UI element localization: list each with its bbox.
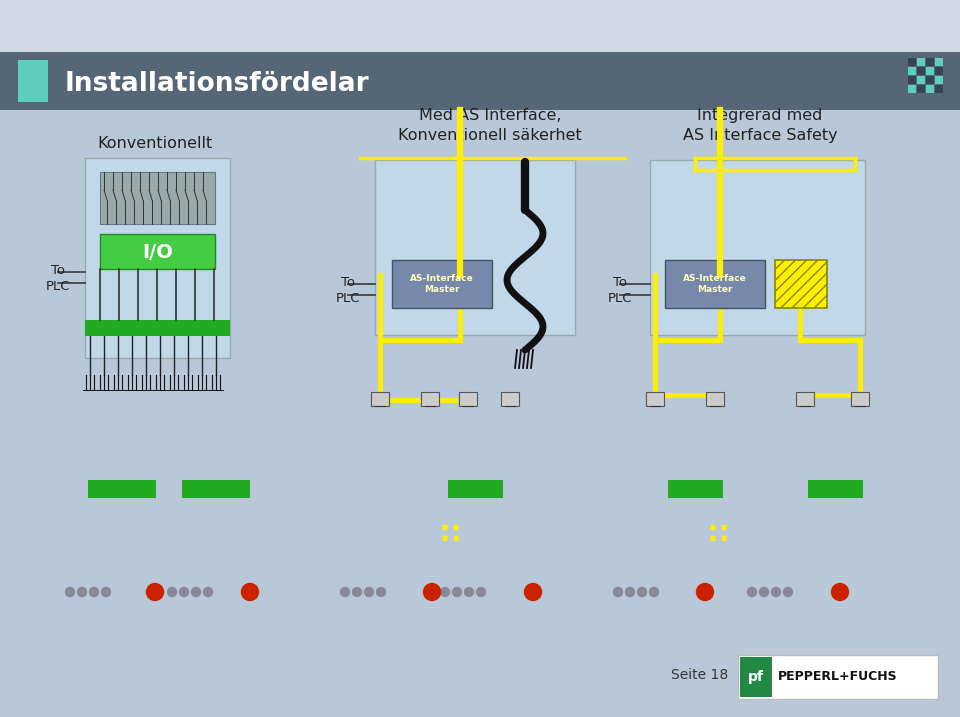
Text: I/O: I/O bbox=[143, 242, 174, 262]
Circle shape bbox=[147, 584, 163, 601]
Circle shape bbox=[191, 587, 201, 597]
Text: PEPPERL+FUCHS: PEPPERL+FUCHS bbox=[779, 670, 898, 683]
Circle shape bbox=[102, 587, 110, 597]
Text: ∷: ∷ bbox=[708, 521, 728, 549]
Circle shape bbox=[476, 587, 486, 597]
Bar bbox=[851, 392, 869, 406]
Bar bbox=[88, 480, 156, 498]
Text: To
PLC: To PLC bbox=[608, 275, 633, 305]
Circle shape bbox=[180, 587, 188, 597]
Bar bbox=[775, 260, 827, 308]
Bar bbox=[926, 85, 934, 93]
Circle shape bbox=[242, 584, 258, 601]
Circle shape bbox=[465, 587, 473, 597]
Circle shape bbox=[452, 587, 462, 597]
Bar bbox=[738, 655, 938, 699]
Bar bbox=[375, 160, 575, 335]
Text: Seite 18: Seite 18 bbox=[671, 668, 729, 682]
Circle shape bbox=[831, 584, 849, 601]
Bar bbox=[0, 52, 960, 110]
Circle shape bbox=[441, 587, 449, 597]
Bar bbox=[935, 67, 943, 75]
Text: Installationsfördelar: Installationsfördelar bbox=[65, 71, 370, 97]
Bar bbox=[85, 320, 230, 336]
Text: Med AS Interface,
Konventionell säkerhet: Med AS Interface, Konventionell säkerhet bbox=[398, 108, 582, 143]
Bar bbox=[926, 67, 934, 75]
Bar bbox=[935, 76, 943, 84]
Bar bbox=[459, 392, 477, 406]
Circle shape bbox=[341, 587, 349, 597]
Text: ∷: ∷ bbox=[441, 521, 460, 549]
Bar bbox=[665, 260, 765, 308]
Circle shape bbox=[759, 587, 769, 597]
Circle shape bbox=[376, 587, 386, 597]
Circle shape bbox=[697, 584, 713, 601]
Text: AS-Interface
Master: AS-Interface Master bbox=[684, 274, 747, 294]
Bar bbox=[668, 480, 723, 498]
Bar bbox=[808, 480, 863, 498]
Bar bbox=[371, 392, 389, 406]
Circle shape bbox=[772, 587, 780, 597]
Bar bbox=[917, 58, 925, 66]
Bar bbox=[650, 160, 865, 335]
Circle shape bbox=[423, 584, 441, 601]
Circle shape bbox=[626, 587, 635, 597]
Circle shape bbox=[204, 587, 212, 597]
Bar bbox=[935, 85, 943, 93]
Bar bbox=[908, 85, 916, 93]
Circle shape bbox=[783, 587, 793, 597]
Bar bbox=[908, 76, 916, 84]
Bar bbox=[448, 480, 503, 498]
Text: To
PLC: To PLC bbox=[46, 264, 70, 293]
Text: pf: pf bbox=[748, 670, 764, 684]
Bar bbox=[182, 480, 250, 498]
Bar bbox=[796, 392, 814, 406]
Bar bbox=[85, 158, 230, 358]
Bar bbox=[501, 392, 519, 406]
Circle shape bbox=[748, 587, 756, 597]
Bar bbox=[18, 60, 48, 102]
Bar bbox=[917, 67, 925, 75]
Bar bbox=[740, 657, 772, 697]
Circle shape bbox=[65, 587, 75, 597]
Bar bbox=[926, 58, 934, 66]
Bar bbox=[917, 76, 925, 84]
Text: AS-Interface
Master: AS-Interface Master bbox=[410, 274, 474, 294]
Text: To
PLC: To PLC bbox=[336, 275, 360, 305]
Bar bbox=[421, 392, 439, 406]
Bar bbox=[100, 234, 215, 269]
Circle shape bbox=[650, 587, 659, 597]
Circle shape bbox=[167, 587, 177, 597]
Bar bbox=[706, 392, 724, 406]
Text: Integrerad med
AS Interface Safety: Integrerad med AS Interface Safety bbox=[683, 108, 837, 143]
Bar bbox=[646, 392, 664, 406]
Circle shape bbox=[637, 587, 646, 597]
Text: Konventionellt: Konventionellt bbox=[97, 136, 212, 151]
Bar bbox=[908, 67, 916, 75]
Circle shape bbox=[524, 584, 541, 601]
Bar bbox=[0, 0, 960, 52]
Circle shape bbox=[78, 587, 86, 597]
Bar bbox=[926, 76, 934, 84]
Bar bbox=[935, 58, 943, 66]
Bar bbox=[917, 85, 925, 93]
Circle shape bbox=[89, 587, 99, 597]
Bar bbox=[908, 58, 916, 66]
Bar bbox=[100, 172, 215, 224]
Circle shape bbox=[365, 587, 373, 597]
Bar bbox=[392, 260, 492, 308]
Circle shape bbox=[613, 587, 622, 597]
Circle shape bbox=[352, 587, 362, 597]
